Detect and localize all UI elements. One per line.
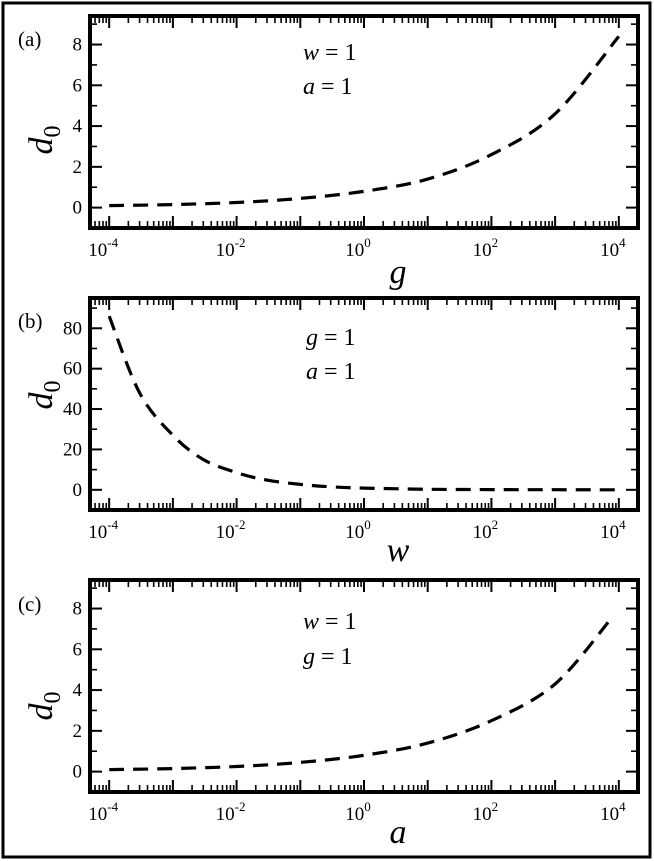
svg-text:g = 1: g = 1 (303, 644, 353, 670)
series-line (109, 615, 614, 772)
x-tick-label: 102 (473, 235, 499, 261)
panel-c: (c) w = 1 g = 1 d0 a (18, 592, 407, 851)
panel-label: (c) (18, 592, 41, 616)
y-tick-label: 60 (63, 359, 82, 380)
panel-label: (a) (18, 27, 41, 51)
x-tick-label: 102 (473, 517, 499, 543)
annotation-var: a (306, 359, 318, 385)
x-tick-label: 10-4 (88, 517, 118, 543)
axes-frame (88, 296, 640, 512)
y-tick-label: 4 (73, 116, 83, 137)
annotation-eq: = 1 (315, 644, 353, 670)
x-tick-label: 104 (600, 799, 626, 825)
y-tick-label: 20 (63, 439, 82, 460)
annotation: w = 1 g = 1 (303, 609, 357, 670)
y-tick-label: 8 (73, 35, 83, 56)
svg-text:w = 1: w = 1 (303, 40, 357, 66)
panel-a: (a) w = 1 a = 1 d0 g (18, 27, 407, 291)
x-axis-label: w (387, 532, 410, 569)
annotation-eq: = 1 (319, 40, 357, 66)
annotation-var: w (303, 609, 319, 635)
y-axis-label: d0 (23, 381, 66, 410)
series-line (107, 315, 619, 492)
panel-label: (b) (18, 309, 43, 333)
svg-text:a = 1: a = 1 (303, 74, 353, 100)
axes-frame (88, 578, 640, 794)
svg-text:a = 1: a = 1 (306, 359, 356, 385)
annotation-var: g (303, 644, 315, 670)
x-tick-label: 10-4 (88, 799, 118, 825)
annotation-eq: = 1 (319, 609, 357, 635)
annotation-var: g (306, 325, 318, 351)
y-tick-label: 0 (73, 480, 83, 501)
annotation-var: a (303, 74, 315, 100)
panel-b: (b) g = 1 a = 1 d0 w (18, 309, 410, 569)
y-tick-label: 6 (73, 639, 83, 660)
x-tick-label: 10-2 (216, 235, 246, 261)
annotation-eq: = 1 (318, 359, 356, 385)
x-tick-label: 10-2 (216, 799, 246, 825)
x-tick-label: 102 (473, 799, 499, 825)
annotation: g = 1 a = 1 (306, 325, 356, 385)
annotation-var: w (303, 40, 319, 66)
y-tick-label: 2 (73, 721, 83, 742)
y-tick-label: 80 (63, 318, 82, 339)
annotation: w = 1 a = 1 (303, 40, 357, 100)
axes-1: 10-4 10-2 100 102 104 0 2 4 6 8 (73, 14, 640, 261)
y-tick-label: 0 (73, 198, 83, 219)
svg-text:w = 1: w = 1 (303, 609, 357, 635)
x-tick-label: 100 (345, 235, 371, 261)
x-tick-label: 10-2 (216, 517, 246, 543)
x-axis-label: g (390, 254, 407, 291)
x-tick-label: 100 (345, 517, 371, 543)
x-tick-label: 10-4 (88, 235, 118, 261)
y-tick-label: 4 (73, 680, 83, 701)
y-axis-label: d0 (23, 126, 66, 155)
x-axis-label: a (390, 814, 407, 851)
y-tick-label: 6 (73, 75, 83, 96)
y-tick-label: 2 (73, 157, 83, 178)
svg-text:g = 1: g = 1 (306, 325, 356, 351)
y-tick-label: 40 (63, 399, 82, 420)
y-axis-label: d0 (23, 692, 66, 721)
axes-frame (88, 14, 640, 230)
annotation-eq: = 1 (315, 74, 353, 100)
y-tick-label: 0 (73, 762, 83, 783)
series-line (109, 35, 621, 208)
x-tick-label: 104 (600, 235, 626, 261)
annotation-eq: = 1 (318, 325, 356, 351)
y-tick-label: 8 (73, 599, 83, 620)
plot-area: 10-4 10-2 100 102 104 0 2 4 6 8 10-4 10-2 100 102 104 0… (63, 14, 640, 825)
x-tick-label: 104 (600, 517, 626, 543)
axes-3: 10-4 10-2 100 102 104 0 2 4 6 8 (73, 578, 640, 825)
axes-2: 10-4 10-2 100 102 104 0 20 40 60 80 (63, 296, 640, 543)
x-tick-label: 100 (345, 799, 371, 825)
